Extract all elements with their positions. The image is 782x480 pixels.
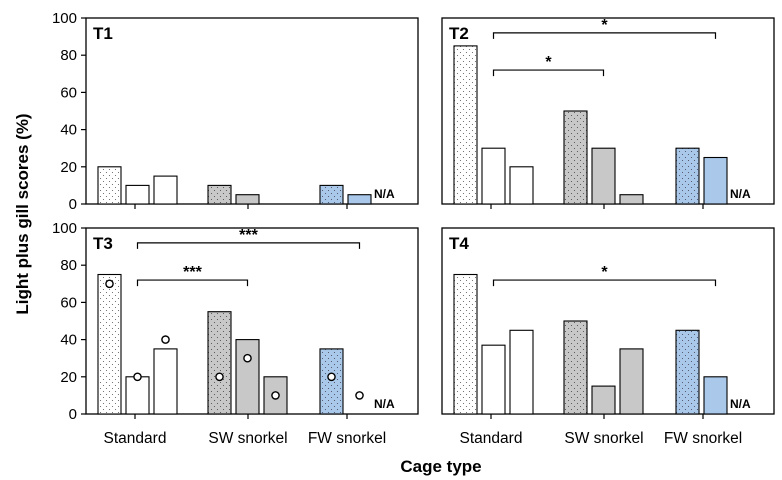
bar [235,339,260,415]
y-tick-label: 0 [69,196,77,213]
bar [563,320,588,415]
data-marker [243,353,252,363]
bar [591,385,616,415]
significance-bracket [136,242,361,249]
bar [481,344,506,415]
bar [703,376,728,415]
panel-label: T3 [93,234,113,253]
data-marker [327,372,336,382]
category-label: SW snorkel [564,430,643,447]
category-label: SW snorkel [208,430,287,447]
y-tick-label: 100 [52,10,77,27]
x-axis-title: Cage type [400,457,481,476]
y-tick-label: 40 [60,332,77,349]
significance-bracket [492,69,605,77]
significance-label: * [601,264,608,281]
data-marker [215,372,224,382]
bar [97,273,122,415]
y-tick-label: 80 [60,47,77,64]
significance-label: * [601,17,608,34]
panel-t2: * * T2 N/A [441,17,775,209]
significance-label: *** [183,264,202,281]
bar [153,175,178,205]
bar [481,147,506,205]
bar [509,166,534,205]
na-label: N/A [730,397,751,411]
bar [591,147,616,205]
significance-bracket [492,279,717,287]
bar [347,194,372,205]
category-label: FW snorkel [664,430,742,447]
y-tick-label: 60 [60,294,77,311]
data-marker [161,335,170,344]
bar [675,147,700,205]
bar [125,184,150,205]
y-tick-label: 0 [69,406,77,423]
bar [453,45,478,205]
panel-t3: 0 20 40 60 80 100 Standard SW snorkel FW snorkel… [52,220,419,447]
bar [563,110,588,205]
significance-label: * [545,54,552,71]
y-tick-label: 100 [52,220,77,237]
bar [675,329,700,415]
na-label: N/A [730,187,751,201]
bar [125,376,150,415]
panel-t1: 0 20 40 60 80 100 T1 N/A [52,10,419,213]
data-marker [355,391,364,400]
significance-label: *** [239,227,258,244]
significance-bracket [136,279,249,287]
panel-label: T2 [449,24,469,43]
y-tick-label: 40 [60,122,77,139]
bar [207,184,232,205]
bar [703,156,728,205]
y-axis-title: Light plus gill scores (%) [13,113,32,314]
y-tick-label: 60 [60,84,77,101]
bar [153,348,178,415]
na-label: N/A [374,397,395,411]
data-marker [105,279,114,289]
significance-bracket [492,32,717,39]
panel-label: T1 [93,24,113,43]
bar [319,184,344,205]
bar [207,311,232,415]
bar [97,166,122,205]
category-label: Standard [460,430,523,447]
bar [235,194,260,205]
panel-t4: Standard SW snorkel FW snorkel * T4 N/A [441,227,775,447]
bar [453,273,478,415]
y-tick-label: 20 [60,369,77,386]
category-label: Standard [104,430,167,447]
panel-label: T4 [449,234,469,253]
y-tick-label: 80 [60,257,77,274]
bar [319,348,344,415]
y-tick-label: 20 [60,159,77,176]
panel-frame [85,17,419,205]
bar [619,194,644,205]
category-label: FW snorkel [308,430,386,447]
bar [619,348,644,415]
data-marker [271,391,280,400]
data-marker [133,372,142,382]
bar [509,329,534,415]
na-label: N/A [374,187,395,201]
